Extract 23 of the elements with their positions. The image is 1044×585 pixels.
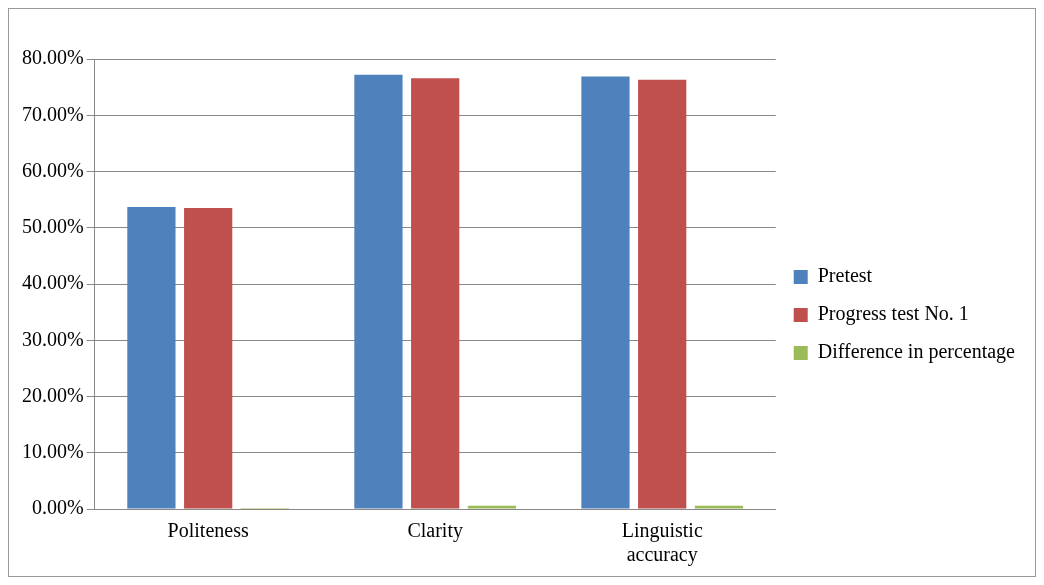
y-tick-label: 20.00% — [21, 383, 84, 406]
bar — [411, 78, 460, 509]
y-tick-label: 50.00% — [21, 215, 84, 237]
legend-label: Pretest — [817, 264, 873, 287]
bar — [638, 79, 687, 509]
x-tick-label: Clarity — [407, 519, 463, 543]
legend-label: Difference in percentage — [817, 340, 1016, 364]
y-tick-label: 70.00% — [21, 102, 84, 125]
legend-label: Progress test No. 1 — [817, 302, 969, 326]
y-tick-label: 0.00% — [31, 496, 84, 519]
x-tick-label: Politeness — [167, 519, 249, 542]
bar — [694, 505, 744, 509]
y-tick-label: 60.00% — [21, 158, 84, 181]
bar — [354, 74, 403, 509]
bar — [127, 206, 176, 509]
bar — [467, 505, 517, 509]
x-tick-label: Linguistic accuracy — [621, 519, 703, 567]
bar — [581, 76, 630, 509]
y-tick-label: 30.00% — [21, 327, 84, 350]
y-tick-label: 10.00% — [21, 440, 84, 462]
y-tick-label: 80.00% — [21, 46, 84, 69]
bar — [184, 208, 233, 509]
y-tick-label: 40.00% — [21, 271, 84, 294]
